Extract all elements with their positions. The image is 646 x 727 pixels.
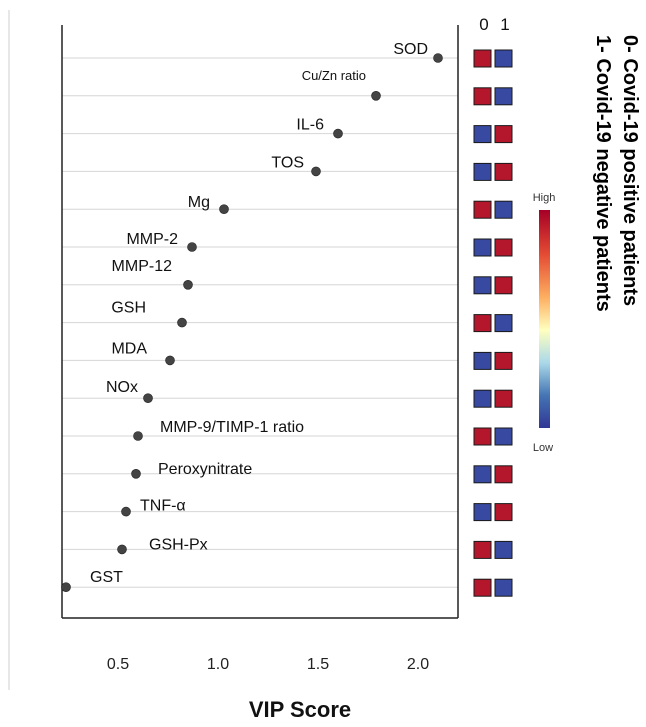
data-point xyxy=(61,582,71,593)
data-point xyxy=(117,544,127,555)
x-axis-title: VIP Score xyxy=(249,697,351,722)
heatmap-cell xyxy=(494,427,513,446)
heatmap-cell xyxy=(494,162,513,181)
heatmap-cell xyxy=(494,389,513,408)
point-labels: SOD Cu/Zn ratio IL-6 TOS Mg MMP-2 MMP-12 GSH MDA… xyxy=(90,41,428,586)
heatmap-cell xyxy=(473,125,492,144)
heatmap-cell xyxy=(473,540,492,559)
heatmap-cell xyxy=(494,314,513,333)
data-point xyxy=(165,355,175,366)
heatmap-cell xyxy=(473,314,492,333)
point-label: SOD xyxy=(393,41,428,58)
x-tick-labels: 0.5 1.0 1.5 2.0 xyxy=(107,656,429,673)
color-scale-bar xyxy=(539,210,550,428)
heatmap-cell xyxy=(494,578,513,597)
x-tick-label: 2.0 xyxy=(407,656,429,673)
heatmap-cell xyxy=(473,162,492,181)
group-0-note: 0- Covid-19 positive patients xyxy=(619,35,641,306)
heatmap-cell xyxy=(473,238,492,257)
heatmap-cell xyxy=(494,238,513,257)
point-label: Mg xyxy=(188,194,210,211)
heatmap-cell xyxy=(473,465,492,484)
heatmap-cell xyxy=(473,49,492,68)
data-point xyxy=(143,393,153,404)
x-tick-label: 1.5 xyxy=(307,656,329,673)
heatmap-cell xyxy=(473,389,492,408)
point-label: MMP-2 xyxy=(126,231,178,248)
point-label: GSH xyxy=(111,300,146,317)
point-label: GSH-Px xyxy=(149,536,208,553)
heatmap-cell xyxy=(494,200,513,219)
point-label: MMP-9/TIMP-1 ratio xyxy=(160,419,304,436)
heatmap-cell xyxy=(494,351,513,370)
data-point xyxy=(311,166,321,177)
heatmap-cell xyxy=(473,578,492,597)
point-label: GST xyxy=(90,569,123,586)
gridlines xyxy=(62,57,458,588)
heatmap-cell xyxy=(473,427,492,446)
point-label: MMP-12 xyxy=(112,258,173,275)
data-point xyxy=(433,53,443,63)
data-point xyxy=(187,242,197,252)
data-point xyxy=(177,317,187,328)
data-point xyxy=(219,204,229,214)
data-point xyxy=(371,91,381,101)
heatmap-cell xyxy=(473,503,492,522)
heatmap-col-1-header: 1 xyxy=(500,15,509,34)
point-label: NOx xyxy=(106,379,138,396)
point-label: Cu/Zn ratio xyxy=(302,68,366,83)
data-points xyxy=(61,53,443,593)
legend-low-label: Low xyxy=(533,442,553,454)
point-label: TNF-α xyxy=(140,498,186,515)
data-point xyxy=(183,279,193,290)
point-label: IL-6 xyxy=(296,117,324,134)
heatmap-cell xyxy=(494,465,513,484)
heatmap-cell xyxy=(494,49,513,68)
heatmap-cell xyxy=(494,87,513,106)
heatmap-cells xyxy=(473,49,513,597)
data-point xyxy=(131,468,141,479)
legend-high-label: High xyxy=(533,192,556,204)
point-label: TOS xyxy=(271,154,304,171)
heatmap-col-0-header: 0 xyxy=(479,15,488,34)
data-point xyxy=(121,506,131,517)
heatmap-cell xyxy=(494,503,513,522)
point-label: Peroxynitrate xyxy=(158,461,252,478)
data-point xyxy=(133,431,143,441)
point-label: MDA xyxy=(111,340,147,357)
heatmap-cell xyxy=(494,540,513,559)
heatmap-cell xyxy=(473,351,492,370)
heatmap-cell xyxy=(494,276,513,295)
heatmap-cell xyxy=(494,125,513,144)
x-tick-label: 1.0 xyxy=(207,656,229,673)
heatmap-cell xyxy=(473,276,492,295)
x-tick-label: 0.5 xyxy=(107,656,129,673)
group-1-note: 1- Covid-19 negative patients xyxy=(592,35,614,312)
heatmap-cell xyxy=(473,200,492,219)
heatmap-cell xyxy=(473,87,492,106)
data-point xyxy=(333,128,343,139)
